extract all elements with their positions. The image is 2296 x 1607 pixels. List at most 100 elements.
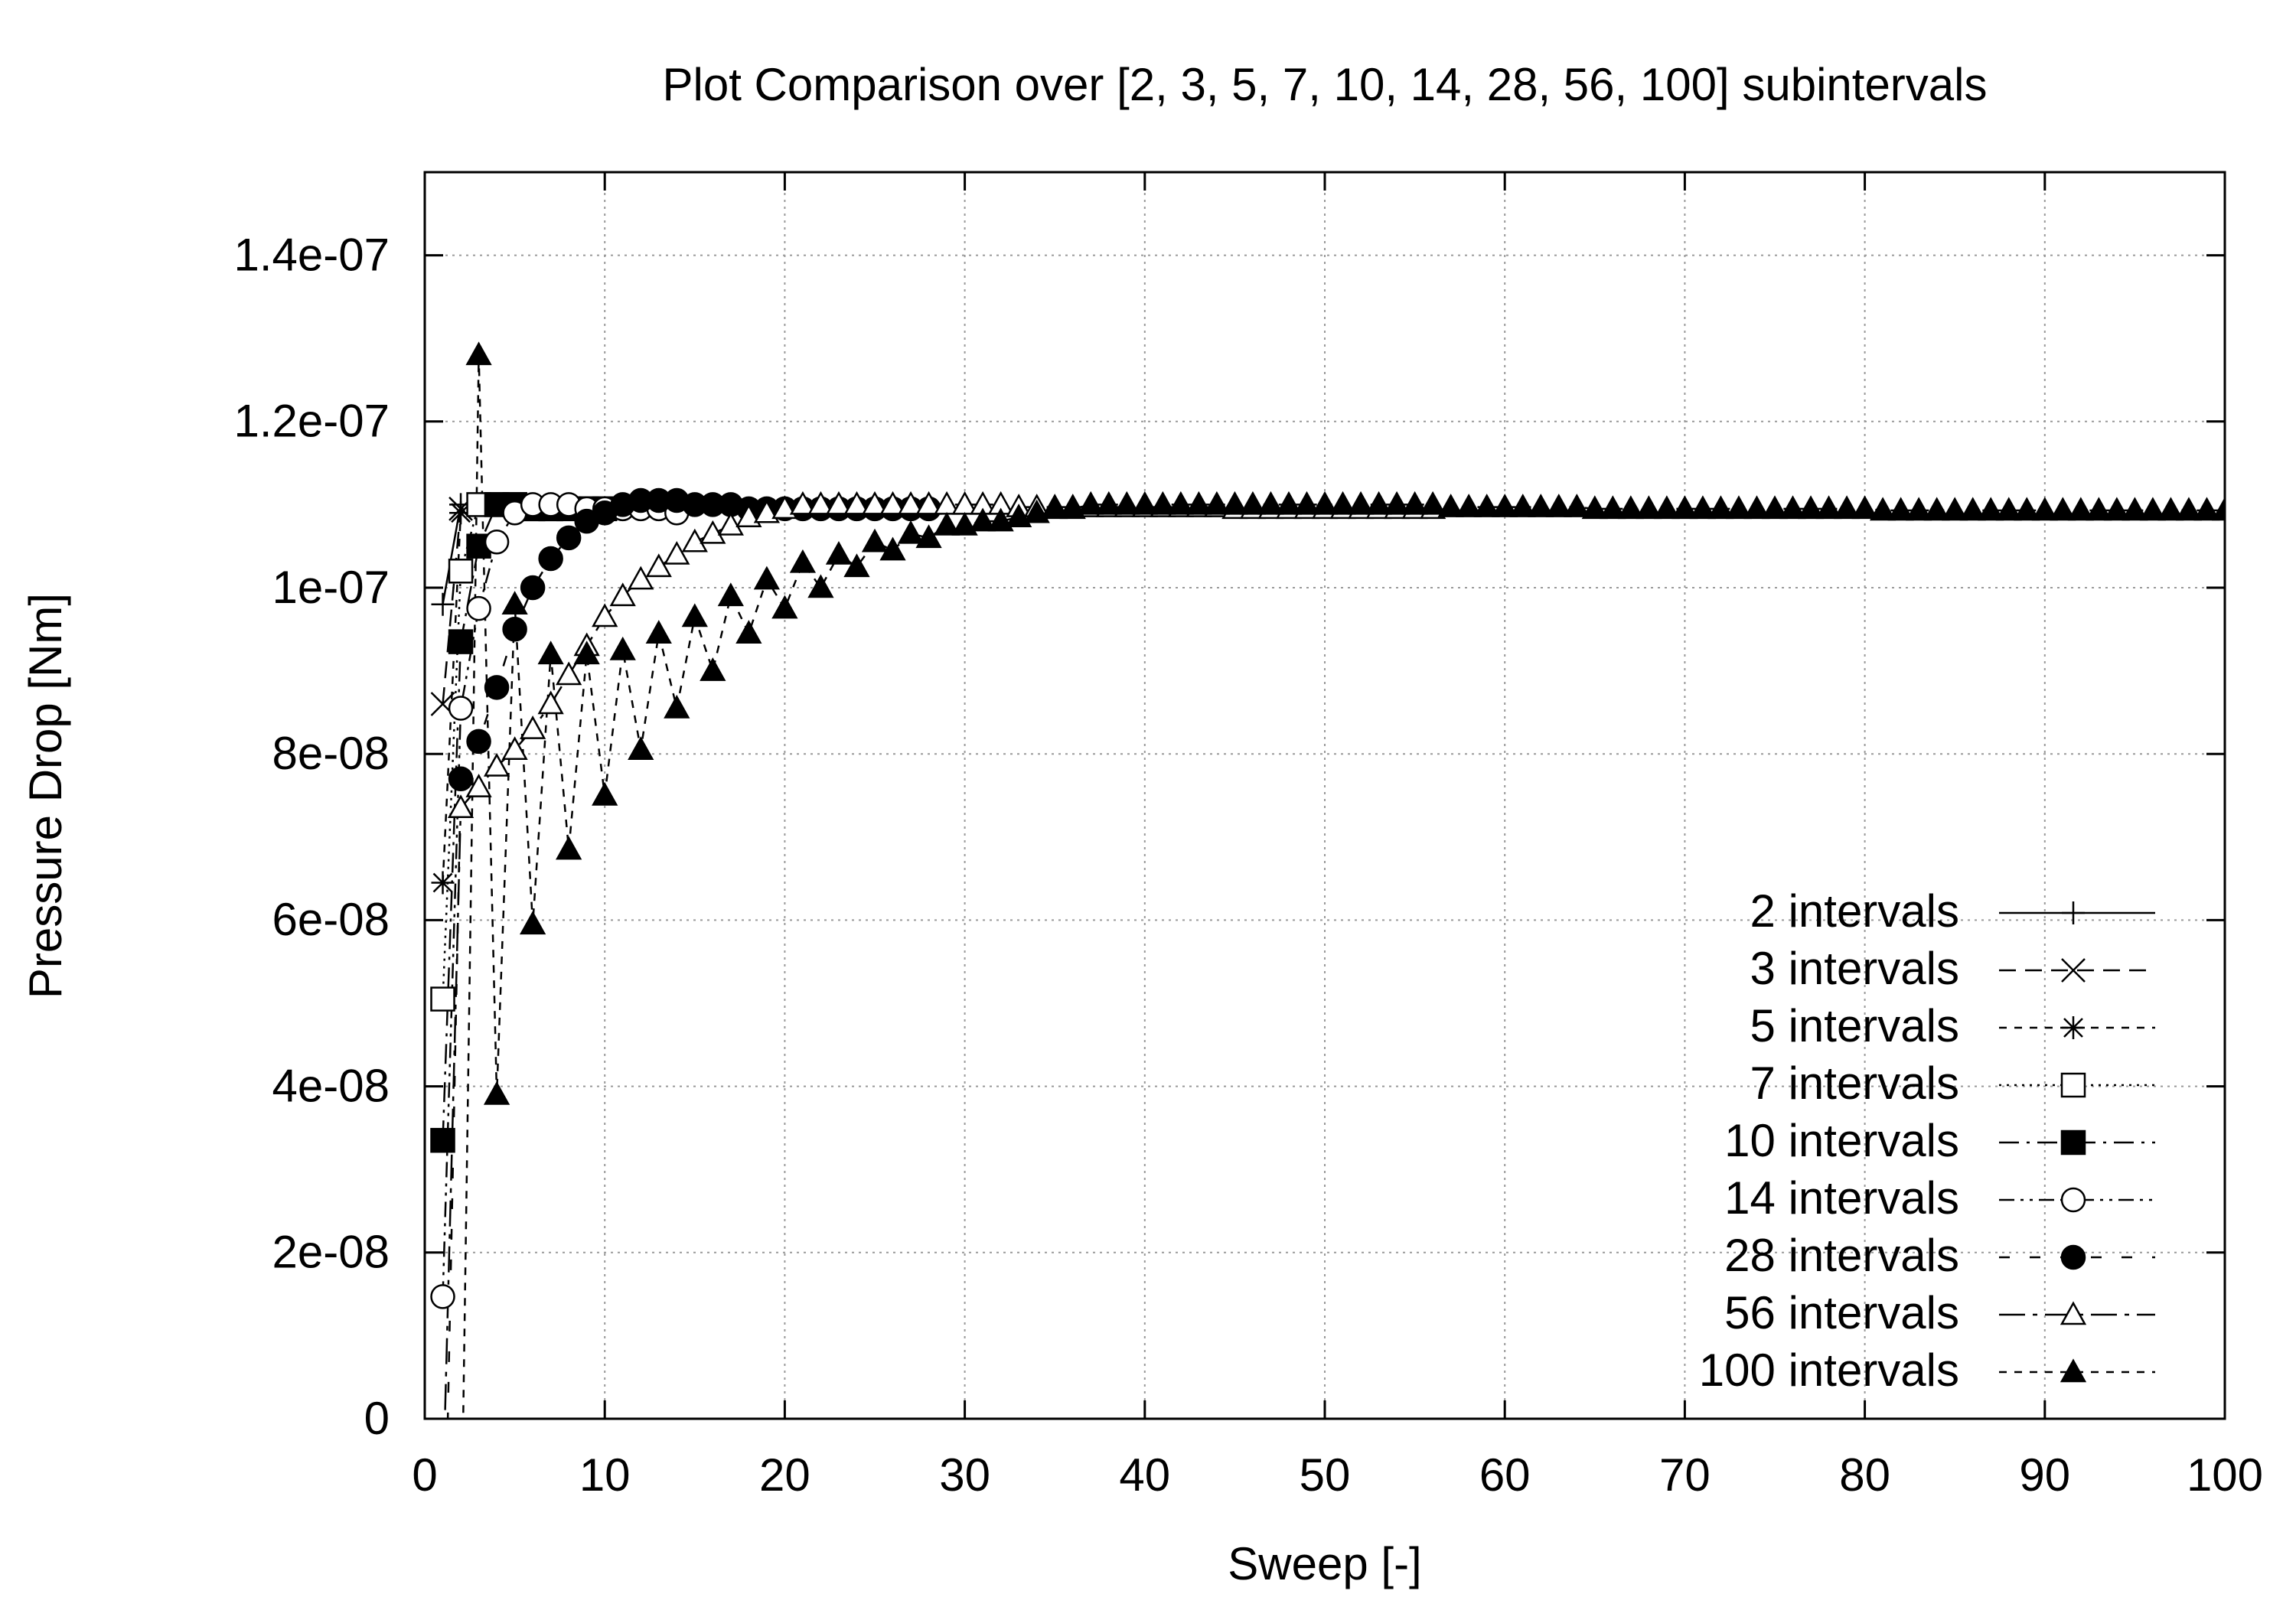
marker <box>735 504 762 527</box>
marker <box>1329 491 1356 515</box>
marker <box>645 553 672 578</box>
marker <box>1167 491 1194 515</box>
marker <box>825 540 853 565</box>
marker <box>2139 497 2167 521</box>
marker <box>2193 497 2220 521</box>
x-tick-label: 90 <box>2019 1449 2070 1501</box>
chart-title: Plot Comparison over [2, 3, 5, 7, 10, 14… <box>662 59 1987 110</box>
marker <box>609 636 636 660</box>
marker <box>537 641 564 665</box>
marker <box>2122 497 2148 521</box>
marker <box>1851 495 1878 520</box>
legend-label: 56 intervals <box>1724 1287 1959 1338</box>
marker <box>1419 491 1446 515</box>
marker <box>465 774 492 797</box>
legend-label: 14 intervals <box>1724 1172 1959 1224</box>
marker <box>717 511 744 536</box>
marker <box>2211 497 2225 521</box>
marker <box>483 1081 510 1105</box>
x-tick-label: 100 <box>2187 1449 2263 1501</box>
marker <box>538 546 563 572</box>
marker <box>1671 495 1698 520</box>
x-tick-label: 80 <box>1839 1449 1890 1501</box>
marker <box>2103 497 2131 521</box>
legend-label: 100 intervals <box>1699 1345 1959 1396</box>
marker <box>933 511 960 536</box>
marker <box>502 617 527 642</box>
marker <box>735 620 762 644</box>
legend-label: 28 intervals <box>1724 1230 1959 1281</box>
y-tick-label: 1e-07 <box>272 562 390 613</box>
marker <box>448 696 474 721</box>
legend: 2 intervals 3 intervals 5 intervals 7 inter… <box>1699 885 2155 1396</box>
marker <box>1923 497 1950 521</box>
marker <box>2060 1072 2086 1098</box>
marker <box>1131 491 1158 515</box>
marker <box>431 592 455 616</box>
x-tick-label: 10 <box>579 1449 631 1501</box>
marker <box>2060 1301 2087 1325</box>
marker <box>1023 499 1050 523</box>
marker <box>861 491 889 515</box>
marker <box>807 491 834 515</box>
marker <box>1906 497 1932 521</box>
marker <box>448 766 474 792</box>
marker <box>519 911 546 935</box>
marker <box>807 574 834 598</box>
marker <box>2060 1187 2086 1213</box>
plot-area <box>430 341 2225 1419</box>
marker <box>681 528 708 553</box>
legend-label: 3 intervals <box>1750 943 1959 994</box>
marker <box>1761 495 1789 520</box>
marker <box>1059 495 1086 520</box>
marker <box>1492 494 1518 517</box>
marker <box>430 986 455 1012</box>
marker <box>2175 497 2203 521</box>
marker <box>537 690 564 715</box>
marker <box>501 736 528 761</box>
marker <box>664 694 690 719</box>
x-tick-label: 60 <box>1479 1449 1531 1501</box>
marker <box>915 491 942 515</box>
marker <box>449 501 473 525</box>
marker <box>1636 495 1662 520</box>
series-line <box>461 354 2225 1419</box>
marker <box>1995 497 2022 521</box>
marker <box>1275 491 1303 515</box>
marker <box>447 794 475 819</box>
marker <box>879 491 906 515</box>
marker <box>645 620 672 644</box>
marker <box>1815 495 1842 520</box>
marker <box>861 528 889 553</box>
marker <box>1564 494 1590 517</box>
marker <box>2060 1244 2086 1270</box>
marker <box>2086 497 2112 521</box>
y-tick-label: 1.4e-07 <box>234 229 390 280</box>
x-tick-label: 50 <box>1300 1449 1351 1501</box>
marker <box>1869 497 1896 521</box>
marker <box>1707 495 1734 520</box>
marker <box>2062 901 2085 924</box>
marker <box>789 491 817 515</box>
marker <box>915 524 942 549</box>
marker <box>484 530 510 555</box>
y-tick-label: 8e-08 <box>272 728 390 779</box>
marker <box>897 491 925 515</box>
marker <box>1437 494 1464 517</box>
grid <box>425 172 2225 1419</box>
marker <box>1401 491 1428 515</box>
x-tick-label: 40 <box>1119 1449 1170 1501</box>
marker <box>520 575 546 601</box>
legend-label: 2 intervals <box>1750 885 1959 937</box>
marker <box>1689 495 1717 520</box>
marker <box>969 507 996 532</box>
y-tick-label: 4e-08 <box>272 1060 390 1111</box>
marker <box>1473 494 1500 517</box>
marker <box>771 495 798 520</box>
marker <box>1006 504 1032 527</box>
marker <box>609 582 636 607</box>
marker <box>1042 495 1068 520</box>
marker <box>1978 497 2004 521</box>
marker <box>1347 491 1375 515</box>
